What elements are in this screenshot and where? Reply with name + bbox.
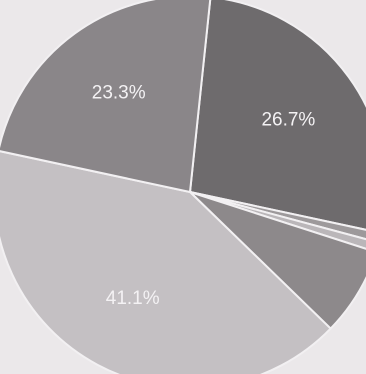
pie-slice-label-4: 41.1%: [106, 288, 160, 309]
pie-slice-4: [0, 150, 333, 374]
pie-slice-5: [0, 0, 212, 194]
pie-slice-0: [188, 0, 366, 231]
pie-slice-label-0: 26.7%: [261, 110, 315, 131]
pie-labels: 26.7% 41.1% 23.3%: [92, 83, 316, 310]
pie-slice-label-5: 23.3%: [92, 83, 146, 104]
